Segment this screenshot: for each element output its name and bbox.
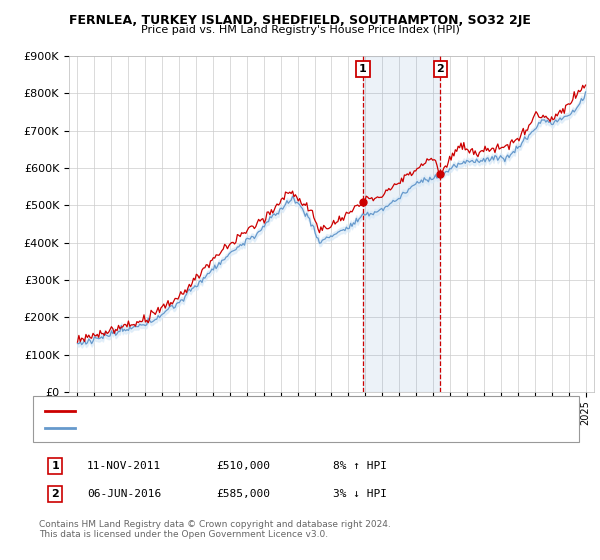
Text: 11-NOV-2011: 11-NOV-2011 [87,461,161,471]
Text: 06-JUN-2016: 06-JUN-2016 [87,489,161,499]
Text: 1: 1 [52,461,59,471]
Text: 2: 2 [52,489,59,499]
Text: FERNLEA, TURKEY ISLAND, SHEDFIELD, SOUTHAMPTON, SO32 2JE: FERNLEA, TURKEY ISLAND, SHEDFIELD, SOUTH… [69,14,531,27]
Text: HPI: Average price, detached house, Winchester: HPI: Average price, detached house, Winc… [81,424,311,433]
Text: £585,000: £585,000 [216,489,270,499]
Text: Price paid vs. HM Land Registry's House Price Index (HPI): Price paid vs. HM Land Registry's House … [140,25,460,35]
Text: Contains HM Land Registry data © Crown copyright and database right 2024.
This d: Contains HM Land Registry data © Crown c… [39,520,391,539]
Text: £510,000: £510,000 [216,461,270,471]
Bar [363,56,440,392]
Text: 2: 2 [437,64,444,74]
Text: 1: 1 [359,64,367,74]
Text: 3% ↓ HPI: 3% ↓ HPI [333,489,387,499]
Text: FERNLEA, TURKEY ISLAND, SHEDFIELD, SOUTHAMPTON, SO32 2JE (detached house): FERNLEA, TURKEY ISLAND, SHEDFIELD, SOUTH… [81,406,479,415]
Text: 8% ↑ HPI: 8% ↑ HPI [333,461,387,471]
